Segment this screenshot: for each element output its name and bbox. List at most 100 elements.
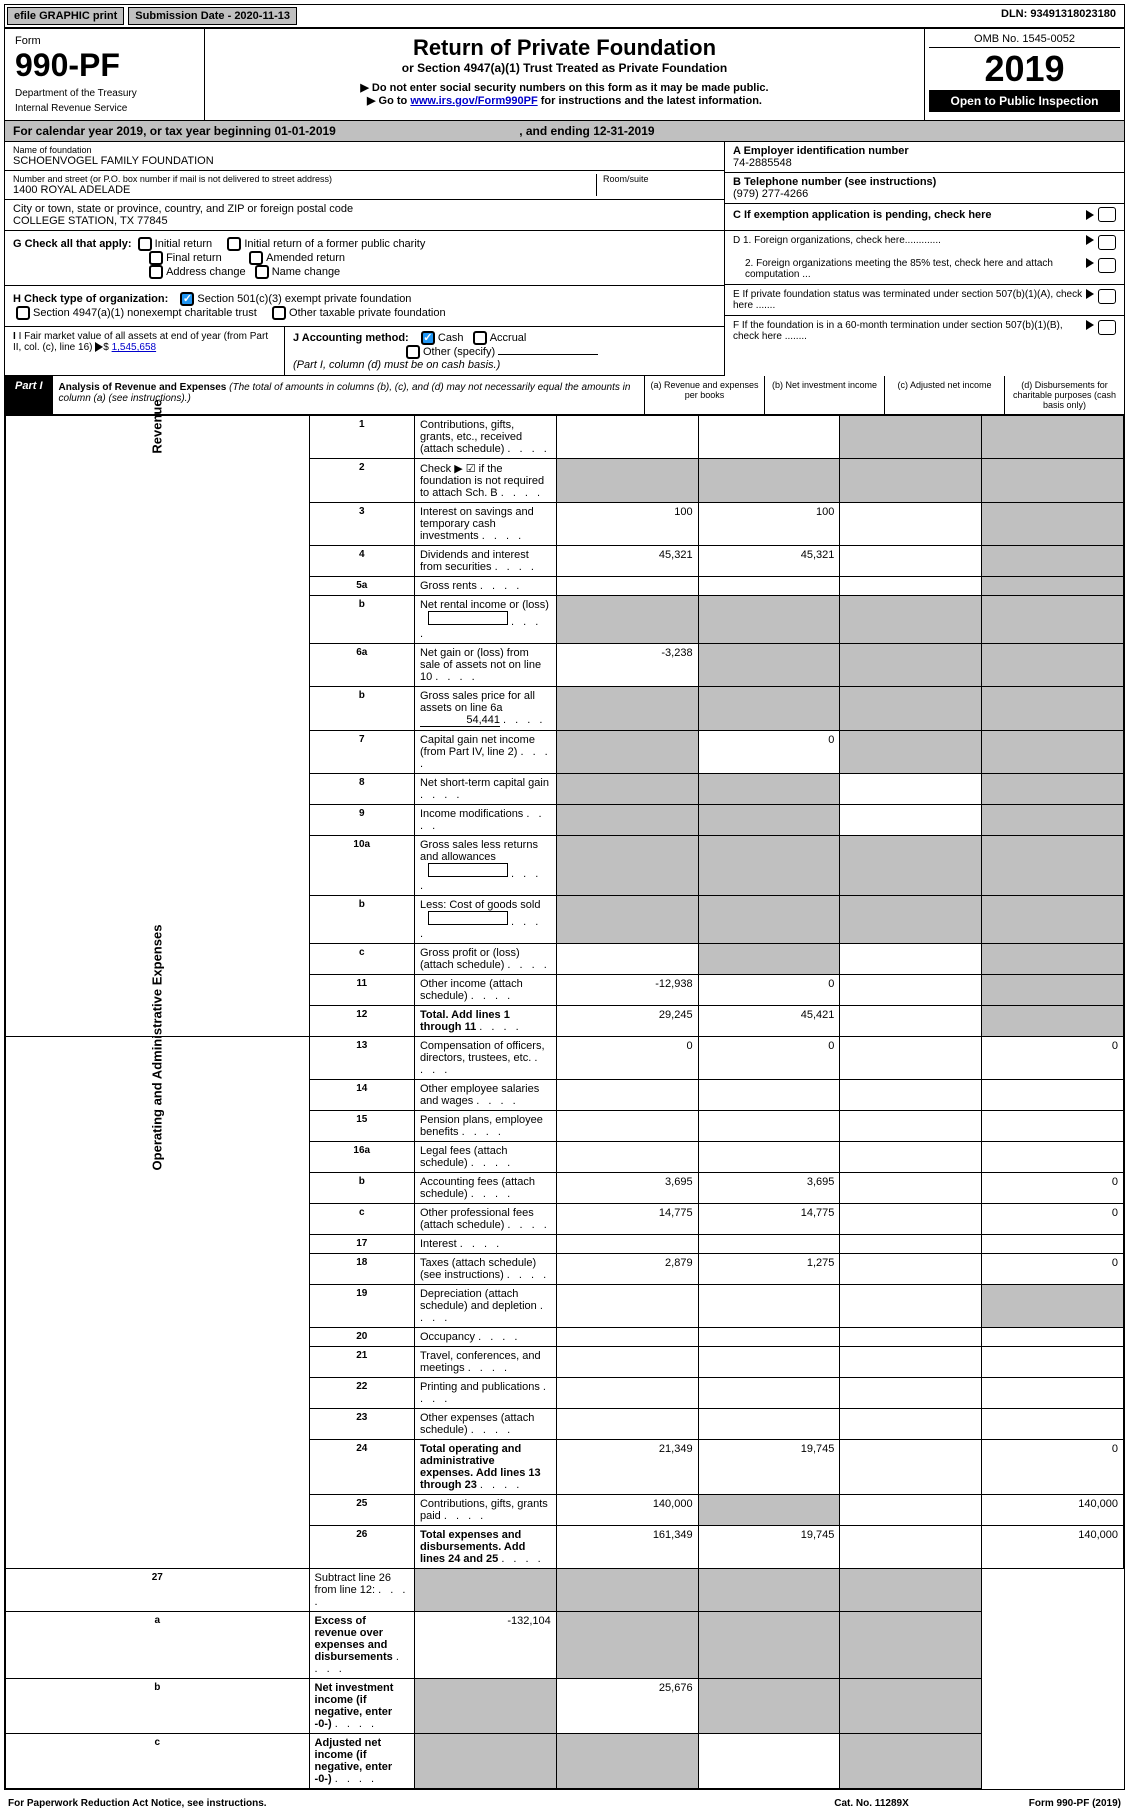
dept-treasury: Department of the Treasury bbox=[15, 88, 194, 99]
cell-shaded bbox=[982, 596, 1124, 644]
cell-value bbox=[840, 1111, 982, 1142]
cell-value: 100 bbox=[698, 503, 840, 546]
row-num: 1 bbox=[309, 416, 414, 459]
other-taxable-checkbox[interactable] bbox=[272, 306, 286, 320]
other-method-checkbox[interactable] bbox=[406, 345, 420, 359]
cell-shaded bbox=[982, 1006, 1124, 1037]
form-subtitle: or Section 4947(a)(1) Trust Treated as P… bbox=[211, 61, 918, 75]
g-left: G Check all that apply: Initial return I… bbox=[5, 231, 724, 376]
row-num: 22 bbox=[309, 1378, 414, 1409]
cell-shaded bbox=[698, 944, 840, 975]
cell-shaded bbox=[982, 836, 1124, 896]
cell-shaded bbox=[840, 459, 982, 503]
cell-value bbox=[982, 1235, 1124, 1254]
f-checkbox[interactable] bbox=[1098, 320, 1116, 335]
cell-value: 14,775 bbox=[556, 1204, 698, 1235]
name-label: Name of foundation bbox=[13, 145, 716, 155]
row-desc: Compensation of officers, directors, tru… bbox=[414, 1037, 556, 1080]
cell-shaded bbox=[982, 805, 1124, 836]
row-desc: Net investment income (if negative, ente… bbox=[309, 1679, 414, 1734]
g-label: G Check all that apply: bbox=[13, 238, 132, 250]
j-accrual: Accrual bbox=[490, 332, 527, 344]
cell-value: 25,676 bbox=[556, 1679, 698, 1734]
row-num: 13 bbox=[309, 1037, 414, 1080]
cell-value: 14,775 bbox=[698, 1204, 840, 1235]
cell-value bbox=[840, 1037, 982, 1080]
note2-prefix: ▶ Go to bbox=[367, 95, 410, 107]
cell-shaded bbox=[840, 836, 982, 896]
row-num: 20 bbox=[309, 1328, 414, 1347]
cell-value bbox=[698, 1328, 840, 1347]
exemption-checkbox[interactable] bbox=[1098, 207, 1116, 222]
cell-value: 0 bbox=[698, 975, 840, 1006]
row-num: 17 bbox=[309, 1235, 414, 1254]
d2-item: 2. Foreign organizations meeting the 85%… bbox=[725, 254, 1124, 285]
cell-shaded bbox=[982, 546, 1124, 577]
foundation-name-cell: Name of foundation SCHOENVOGEL FAMILY FO… bbox=[5, 142, 724, 171]
row-num: c bbox=[6, 1734, 310, 1789]
d1-item: D 1. Foreign organizations, check here..… bbox=[725, 231, 1124, 254]
cell-shaded bbox=[982, 416, 1124, 459]
h-opt1: Section 501(c)(3) exempt private foundat… bbox=[197, 293, 411, 305]
i-value: 1,545,658 bbox=[112, 342, 157, 353]
efile-print-button[interactable]: efile GRAPHIC print bbox=[7, 7, 124, 25]
initial-return-checkbox[interactable] bbox=[138, 237, 152, 251]
cell-value: 0 bbox=[556, 1037, 698, 1080]
cell-shaded bbox=[982, 459, 1124, 503]
cell-value: 2,879 bbox=[556, 1254, 698, 1285]
cell-shaded bbox=[982, 896, 1124, 944]
main-table: Revenue1Contributions, gifts, grants, et… bbox=[5, 415, 1124, 1789]
row-desc: Subtract line 26 from line 12: . . . . bbox=[309, 1569, 414, 1612]
cell-shaded bbox=[556, 731, 698, 774]
row-num: 15 bbox=[309, 1111, 414, 1142]
cell-shaded bbox=[982, 1285, 1124, 1328]
amended-checkbox[interactable] bbox=[249, 251, 263, 265]
cell-shaded bbox=[840, 731, 982, 774]
initial-public-checkbox[interactable] bbox=[227, 237, 241, 251]
cell-value bbox=[840, 1409, 982, 1440]
cell-value bbox=[840, 1328, 982, 1347]
d1-checkbox[interactable] bbox=[1098, 235, 1116, 250]
501c3-checkbox[interactable] bbox=[180, 292, 194, 306]
form-header: Form 990-PF Department of the Treasury I… bbox=[5, 29, 1124, 121]
address: 1400 ROYAL ADELADE bbox=[13, 184, 596, 196]
cell-shaded bbox=[982, 503, 1124, 546]
final-return-checkbox[interactable] bbox=[149, 251, 163, 265]
g-opt-0: Initial return bbox=[155, 238, 212, 250]
row-num: 2 bbox=[309, 459, 414, 503]
row-num: 14 bbox=[309, 1080, 414, 1111]
cell-value bbox=[698, 416, 840, 459]
form-link[interactable]: www.irs.gov/Form990PF bbox=[410, 95, 537, 107]
cell-value bbox=[556, 1235, 698, 1254]
cell-shaded bbox=[982, 577, 1124, 596]
cell-value bbox=[556, 416, 698, 459]
cell-shaded bbox=[414, 1734, 556, 1789]
cash-checkbox[interactable] bbox=[421, 331, 435, 345]
table-row: cAdjusted net income (if negative, enter… bbox=[6, 1734, 1124, 1789]
exemption-label: C If exemption application is pending, c… bbox=[733, 209, 1086, 221]
cell-shaded bbox=[698, 644, 840, 687]
cell-shaded bbox=[840, 896, 982, 944]
name-change-checkbox[interactable] bbox=[255, 265, 269, 279]
cell-shaded bbox=[840, 1734, 982, 1789]
i-j-row: I I Fair market value of all assets at e… bbox=[5, 327, 724, 376]
row-num: b bbox=[309, 596, 414, 644]
addr-label: Number and street (or P.O. box number if… bbox=[13, 174, 596, 184]
city: COLLEGE STATION, TX 77845 bbox=[13, 215, 716, 227]
city-label: City or town, state or province, country… bbox=[13, 203, 716, 215]
row-num: a bbox=[6, 1612, 310, 1679]
cell-value: 140,000 bbox=[982, 1526, 1124, 1569]
cell-value: 3,695 bbox=[698, 1173, 840, 1204]
cell-shaded bbox=[556, 1734, 698, 1789]
accrual-checkbox[interactable] bbox=[473, 331, 487, 345]
address-cell: Number and street (or P.O. box number if… bbox=[5, 171, 724, 200]
cell-shaded bbox=[698, 1495, 840, 1526]
cell-shaded bbox=[840, 1569, 982, 1612]
d2-checkbox[interactable] bbox=[1098, 258, 1116, 273]
e-checkbox[interactable] bbox=[1098, 289, 1116, 304]
g-right: D 1. Foreign organizations, check here..… bbox=[724, 231, 1124, 376]
address-change-checkbox[interactable] bbox=[149, 265, 163, 279]
4947-checkbox[interactable] bbox=[16, 306, 30, 320]
row-num: 3 bbox=[309, 503, 414, 546]
top-bar: efile GRAPHIC print Submission Date - 20… bbox=[5, 5, 1124, 29]
